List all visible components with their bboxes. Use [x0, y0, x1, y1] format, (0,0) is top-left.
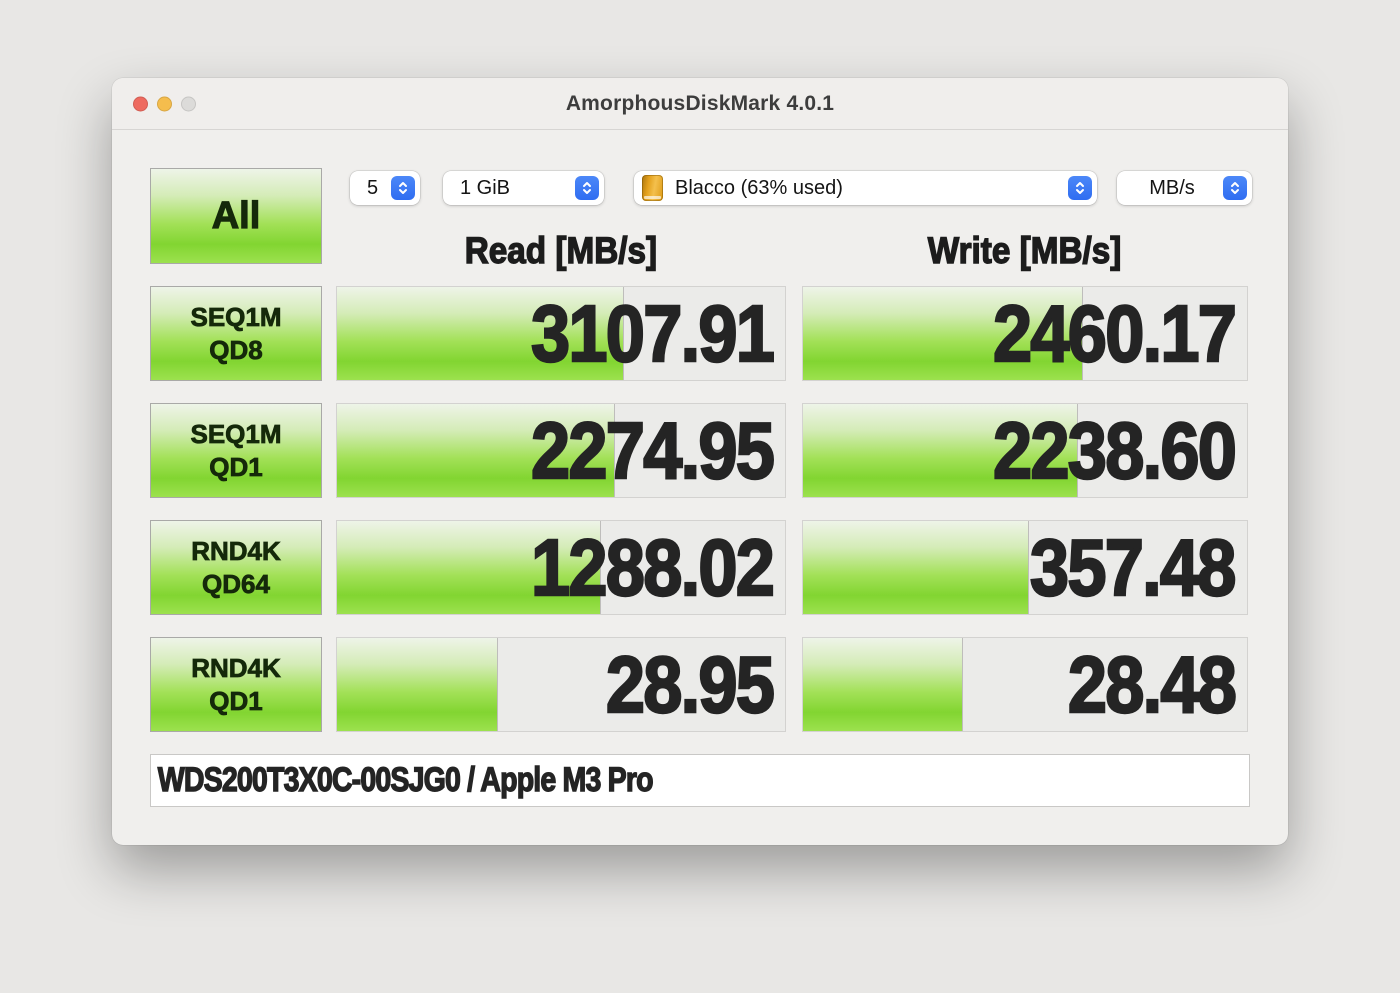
test-button-rnd4k-qd1[interactable]: RND4K QD1 [150, 637, 322, 732]
unit-value: MB/s [1149, 176, 1195, 199]
bar-fill [337, 638, 499, 731]
bar-fill [337, 404, 615, 497]
run-all-label: All [211, 194, 261, 237]
test-button-seq1m-qd8[interactable]: SEQ1M QD8 [150, 286, 322, 381]
read-value: 1288.02 [530, 521, 776, 612]
bar-fill [803, 638, 963, 731]
pass-count-select[interactable]: 5 [350, 171, 420, 205]
run-all-button[interactable]: All [150, 168, 322, 264]
read-value: 3107.91 [530, 287, 776, 378]
read-result-bar: 2274.95 [336, 403, 786, 498]
read-result-bar: 3107.91 [336, 286, 786, 381]
write-result-bar: 2460.17 [802, 286, 1248, 381]
read-column-header: Read [MB/s] [464, 229, 658, 271]
write-column-header: Write [MB/s] [928, 229, 1123, 271]
target-volume-value: Blacco (63% used) [675, 176, 843, 199]
test-button-seq1m-qd1[interactable]: SEQ1M QD1 [150, 403, 322, 498]
read-value: 28.95 [605, 638, 776, 729]
write-value: 2238.60 [992, 404, 1238, 495]
read-value: 2274.95 [530, 404, 776, 495]
stepper-icon [1223, 176, 1247, 200]
test-button-rnd4k-qd64[interactable]: RND4K QD64 [150, 520, 322, 615]
pass-count-value: 5 [366, 176, 379, 199]
bar-fill [337, 287, 624, 380]
write-result-bar: 28.48 [802, 637, 1248, 732]
title-bar: AmorphousDiskMark 4.0.1 [112, 78, 1288, 130]
app-window: AmorphousDiskMark 4.0.1 All 5 1 GiB Blac… [112, 78, 1288, 845]
stepper-icon [391, 176, 415, 200]
device-info-text: WDS200T3X0C-00SJG0 / Apple M3 Pro [157, 760, 654, 799]
stepper-icon [575, 176, 599, 200]
write-value: 357.48 [1029, 521, 1238, 612]
window-title: AmorphousDiskMark 4.0.1 [565, 91, 835, 115]
target-volume-select[interactable]: Blacco (63% used) [634, 171, 1097, 205]
read-result-bar: 28.95 [336, 637, 786, 732]
minimize-button[interactable] [157, 96, 172, 111]
write-value: 2460.17 [992, 287, 1238, 378]
bar-fill [803, 521, 1030, 614]
external-drive-icon [642, 175, 663, 201]
test-size-select[interactable]: 1 GiB [443, 171, 604, 205]
traffic-lights [133, 96, 196, 111]
device-info-field[interactable]: WDS200T3X0C-00SJG0 / Apple M3 Pro [150, 754, 1250, 807]
close-button[interactable] [133, 96, 148, 111]
main-content: All 5 1 GiB Blacco (63% used) MB/s [112, 130, 1288, 844]
bar-fill [803, 404, 1079, 497]
bar-fill [803, 287, 1083, 380]
write-value: 28.48 [1067, 638, 1238, 729]
write-result-bar: 2238.60 [802, 403, 1248, 498]
bar-fill [337, 521, 602, 614]
stepper-icon [1068, 176, 1092, 200]
write-result-bar: 357.48 [802, 520, 1248, 615]
unit-select[interactable]: MB/s [1117, 171, 1252, 205]
zoom-button[interactable] [181, 96, 196, 111]
test-size-value: 1 GiB [460, 176, 511, 199]
read-result-bar: 1288.02 [336, 520, 786, 615]
